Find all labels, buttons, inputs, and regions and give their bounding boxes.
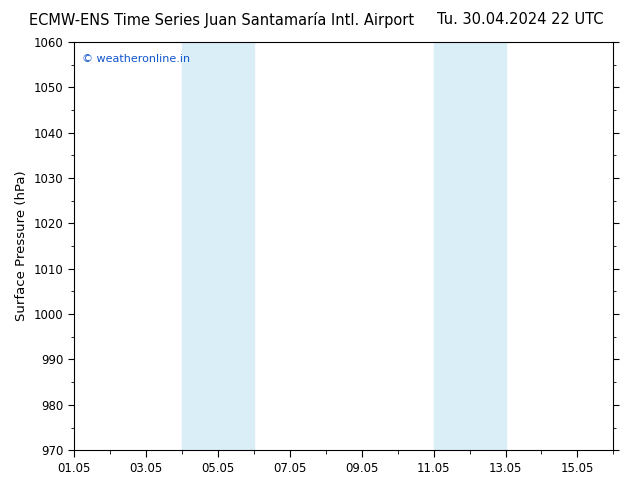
Text: ECMW-ENS Time Series Juan Santamaría Intl. Airport: ECMW-ENS Time Series Juan Santamaría Int… xyxy=(29,12,415,28)
Y-axis label: Surface Pressure (hPa): Surface Pressure (hPa) xyxy=(15,171,28,321)
Text: © weatheronline.in: © weatheronline.in xyxy=(82,54,190,64)
Bar xyxy=(434,42,505,450)
Bar xyxy=(182,42,254,450)
Text: Tu. 30.04.2024 22 UTC: Tu. 30.04.2024 22 UTC xyxy=(437,12,603,27)
